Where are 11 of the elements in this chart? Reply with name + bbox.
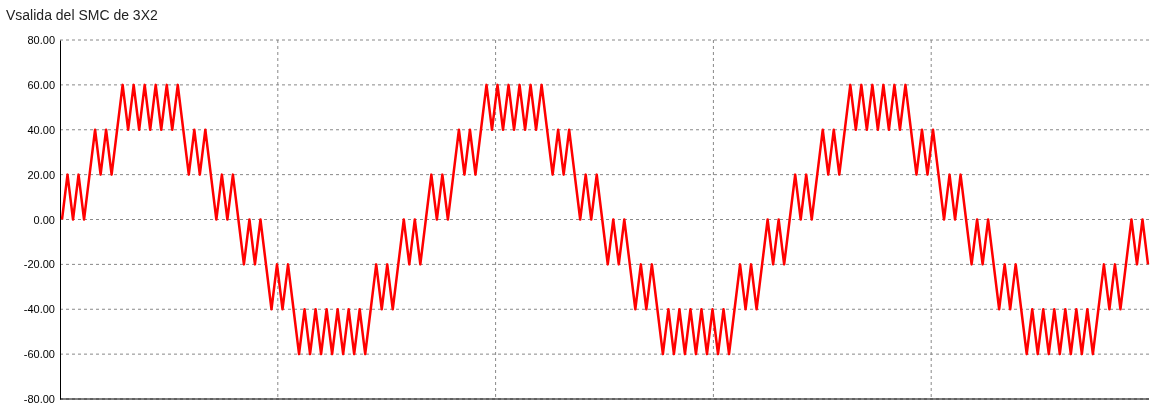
y-tick-label: -40.00	[23, 303, 55, 316]
y-tick-label: 40.00	[27, 123, 55, 136]
y-tick-label: -20.00	[23, 258, 55, 271]
y-tick-label: 0.00	[33, 213, 55, 226]
y-tick-label: -80.00	[23, 393, 55, 406]
line-series	[60, 83, 1150, 356]
chart-title: Vsalida del SMC de 3X2	[6, 7, 158, 23]
y-tick-label: 80.00	[27, 34, 55, 47]
y-tick-label: 20.00	[27, 168, 55, 181]
y-tick-label: 60.00	[27, 78, 55, 91]
y-tick-label: -60.00	[23, 348, 55, 361]
